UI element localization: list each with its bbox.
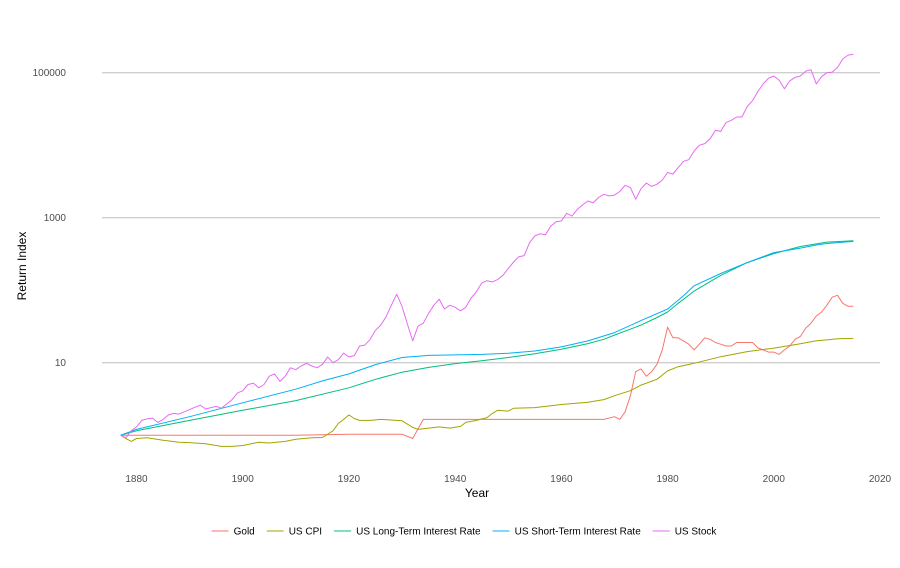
series-line-us-long-term-interest-rate bbox=[120, 240, 854, 436]
legend-label: Gold bbox=[234, 527, 255, 538]
legend-label: US CPI bbox=[289, 527, 322, 538]
gridlines bbox=[102, 72, 880, 364]
y-tick-label: 10 bbox=[55, 358, 67, 369]
legend-label: US Short-Term Interest Rate bbox=[515, 527, 642, 538]
y-tick-label: 1000 bbox=[44, 213, 67, 224]
legend-item: Gold bbox=[211, 527, 255, 538]
legend-item: US Long-Term Interest Rate bbox=[334, 527, 481, 538]
x-tick-label: 2000 bbox=[763, 474, 786, 485]
series-line-gold bbox=[120, 294, 854, 439]
legend-item: US Short-Term Interest Rate bbox=[492, 527, 642, 538]
x-tick-label: 1880 bbox=[125, 474, 148, 485]
x-tick-label: 1900 bbox=[232, 474, 255, 485]
x-tick-label: 1980 bbox=[656, 474, 679, 485]
x-axis-tick-labels: 1880 1900 1920 1940 1960 1980 2000 2020 bbox=[125, 474, 891, 485]
legend: Gold US CPI US Long-Term Interest Rate US S… bbox=[211, 527, 718, 538]
series-line-us-cpi bbox=[120, 337, 854, 447]
x-tick-label: 1920 bbox=[338, 474, 361, 485]
series-line-us-stock bbox=[120, 53, 854, 439]
x-axis-title: Year bbox=[465, 486, 489, 500]
legend-label: US Long-Term Interest Rate bbox=[356, 527, 481, 538]
legend-item: US CPI bbox=[266, 527, 322, 538]
x-tick-label: 1940 bbox=[444, 474, 467, 485]
y-axis-tick-labels: 10 1000 100000 bbox=[33, 68, 67, 369]
series-lines bbox=[120, 53, 854, 447]
x-tick-label: 1960 bbox=[550, 474, 573, 485]
legend-item: US Stock bbox=[652, 527, 718, 538]
x-tick-label: 2020 bbox=[869, 474, 892, 485]
series-line-us-short-term-interest-rate bbox=[120, 240, 854, 436]
legend-label: US Stock bbox=[675, 527, 718, 538]
y-tick-label: 100000 bbox=[33, 68, 67, 79]
y-axis-title: Return Index bbox=[15, 232, 29, 301]
